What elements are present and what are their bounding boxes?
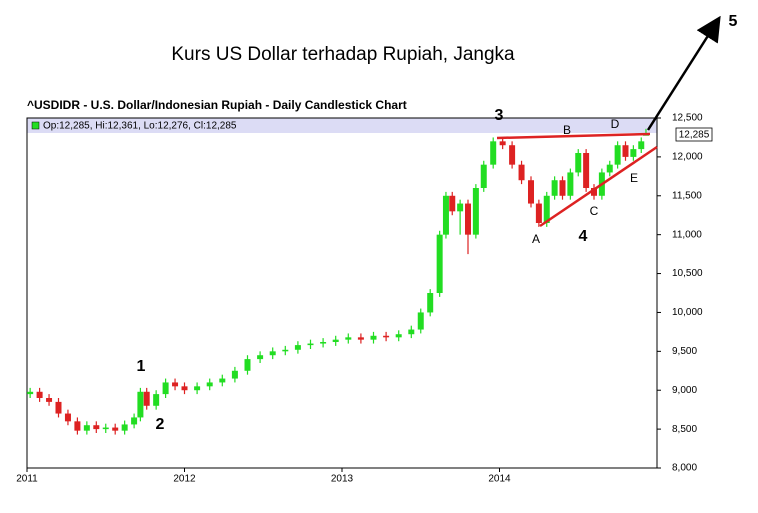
candle-body xyxy=(55,401,62,414)
candle-body xyxy=(457,203,464,212)
legend-text: Op:12,285, Hi:12,361, Lo:12,276, Cl:12,2… xyxy=(43,121,237,132)
annotation: D xyxy=(611,117,620,131)
y-tick-label: 10,000 xyxy=(672,307,703,318)
candle-body xyxy=(137,391,144,418)
candle-body xyxy=(172,382,179,387)
candle-body xyxy=(257,355,264,360)
candle-body xyxy=(357,337,364,340)
candle-body xyxy=(370,335,377,340)
annotation: 2 xyxy=(156,416,165,433)
y-tick-label: 12,500 xyxy=(672,113,703,124)
candle-body xyxy=(480,164,487,188)
candle-body xyxy=(583,153,590,188)
candle-body xyxy=(490,141,497,165)
candle-body xyxy=(345,337,352,340)
candle-body xyxy=(575,153,582,173)
candle-body xyxy=(320,342,327,344)
candle-body xyxy=(282,349,289,352)
y-tick-label: 8,500 xyxy=(672,424,697,435)
candle-body xyxy=(614,145,621,165)
legend-swatch xyxy=(31,121,40,130)
candle-body xyxy=(269,351,276,356)
candle-body xyxy=(567,172,574,196)
candle-body xyxy=(559,180,566,196)
candle-body xyxy=(417,312,424,330)
candle-body xyxy=(638,141,645,150)
x-tick-label: 2012 xyxy=(173,474,196,485)
y-tick-label: 8,000 xyxy=(672,463,697,474)
candle-body xyxy=(27,391,34,395)
candle-body xyxy=(162,382,169,395)
legend-band xyxy=(27,118,657,133)
candle-body xyxy=(509,145,516,165)
annotation: 5 xyxy=(729,13,738,30)
candle-body xyxy=(472,188,479,235)
arrow xyxy=(646,15,721,131)
candle-body xyxy=(219,378,226,383)
candle-body xyxy=(131,417,138,425)
y-tick-label: 10,500 xyxy=(672,268,703,279)
candle-body xyxy=(231,370,238,379)
candle-body xyxy=(383,335,390,338)
candle-body xyxy=(46,398,53,402)
annotation: 4 xyxy=(579,228,588,245)
candle-body xyxy=(206,382,213,387)
candle-body xyxy=(93,425,100,430)
y-tick-label: 12,000 xyxy=(672,152,703,163)
candle-body xyxy=(36,391,43,398)
candle-body xyxy=(622,145,629,157)
y-tick-label: 11,500 xyxy=(672,190,702,201)
candle-body xyxy=(102,427,109,430)
candle-body xyxy=(294,345,301,350)
candle-body xyxy=(83,425,90,431)
y-tick-label: 9,000 xyxy=(672,385,697,396)
candle-body xyxy=(395,334,402,338)
candle-body xyxy=(112,427,119,431)
candle-body xyxy=(449,195,456,212)
candle-body xyxy=(606,164,613,173)
annotation: C xyxy=(590,204,599,218)
candle-body xyxy=(591,188,597,196)
candle-body xyxy=(143,391,150,406)
support-line xyxy=(539,145,658,228)
candle-body xyxy=(551,180,558,196)
candle-body xyxy=(442,195,449,235)
page-title: Kurs US Dollar terhadap Rupiah, Jangka xyxy=(171,44,515,65)
x-tick-label: 2014 xyxy=(488,474,511,485)
candle-body xyxy=(408,329,415,335)
candle-body xyxy=(153,394,160,406)
candle-body xyxy=(194,386,201,391)
annotation: A xyxy=(532,232,540,246)
y-tick-label: 9,500 xyxy=(672,346,697,357)
candle-body xyxy=(499,141,506,146)
chart-title: ^USDIDR - U.S. Dollar/Indonesian Rupiah … xyxy=(27,98,407,112)
annotation: B xyxy=(563,123,571,137)
candle-body xyxy=(64,413,71,422)
candle-body xyxy=(244,359,251,371)
candle-body xyxy=(427,293,434,313)
candle-body xyxy=(528,180,534,204)
resistance-line xyxy=(496,132,651,140)
candle-body xyxy=(181,386,188,391)
candle-body xyxy=(543,195,550,223)
x-tick-label: 2011 xyxy=(16,474,38,485)
candle-body xyxy=(307,343,314,346)
candle-body xyxy=(332,339,339,342)
candle-body xyxy=(630,149,637,157)
annotation: 1 xyxy=(137,358,146,375)
candle-body xyxy=(535,203,542,223)
plot-frame xyxy=(26,117,658,469)
last-value-box xyxy=(675,127,713,142)
candle-body xyxy=(74,421,81,431)
candle-body xyxy=(436,234,443,293)
annotation: E xyxy=(630,171,638,185)
x-tick-label: 2013 xyxy=(331,474,354,485)
last-value-label: 12,285 xyxy=(679,130,710,141)
y-tick-label: 11,000 xyxy=(672,229,702,240)
candle-body xyxy=(121,424,128,431)
candle-body xyxy=(518,164,525,181)
candle-body xyxy=(465,203,471,235)
annotation: 3 xyxy=(495,107,504,124)
